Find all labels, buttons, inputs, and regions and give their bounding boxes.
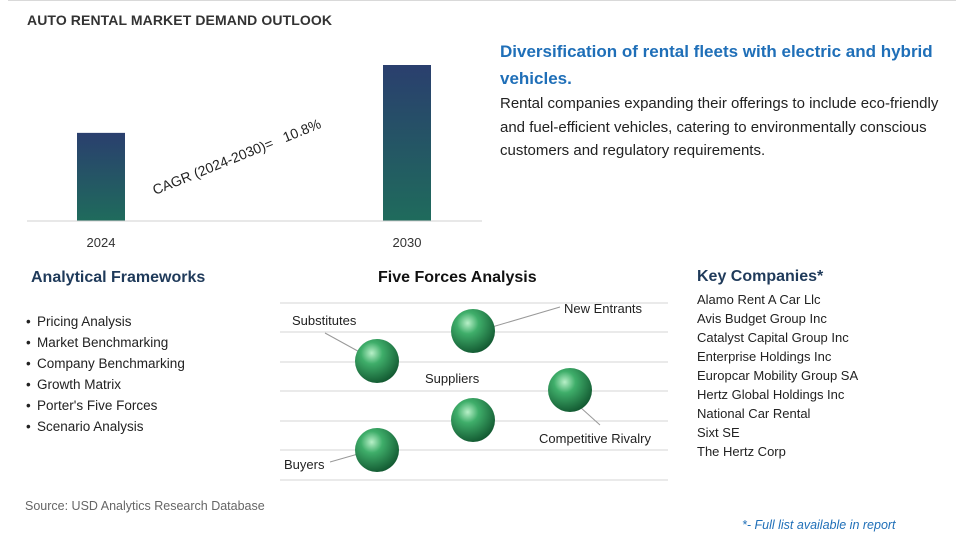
rivalry-leader-line [579, 406, 601, 426]
framework-item: • Pricing Analysis [26, 311, 185, 332]
chart-title: AUTO RENTAL MARKET DEMAND OUTLOOK [27, 12, 333, 28]
framework-item: • Company Benchmarking [26, 353, 185, 374]
bullet-icon: • [26, 335, 31, 350]
framework-item-label: Market Benchmarking [37, 335, 169, 350]
bullet-icon: • [26, 419, 31, 434]
competitive-rivalry-sphere [548, 368, 592, 412]
analytical-frameworks-heading: Analytical Frameworks [31, 269, 206, 286]
bar-chart: 2024 2030 CAGR (2024-2030)= 10.8% [27, 65, 482, 250]
new-entrants-label: New Entrants [564, 301, 643, 316]
analytical-frameworks-list: • Pricing Analysis • Market Benchmarking •… [26, 311, 185, 437]
company-item: National Car Rental [697, 406, 811, 421]
framework-item: • Market Benchmarking [26, 332, 185, 353]
framework-item: • Porter's Five Forces [26, 395, 185, 416]
company-item: Catalyst Capital Group Inc [697, 330, 849, 345]
trend-heading: Diversification of rental fleets with el… [500, 42, 933, 88]
buyers-label: Buyers [284, 457, 325, 472]
company-item: Alamo Rent A Car Llc [697, 292, 821, 307]
new-entrants-sphere [451, 309, 495, 353]
bar-2024 [77, 132, 125, 221]
key-companies-heading: Key Companies* [697, 268, 824, 285]
substitutes-sphere [355, 339, 399, 383]
company-item: The Hertz Corp [697, 444, 786, 459]
trend-description: Rental companies expanding their offerin… [500, 95, 939, 159]
company-item: Sixt SE [697, 425, 740, 440]
source-note: Source: USD Analytics Research Database [25, 499, 265, 513]
x-tick-label: 2024 [87, 235, 116, 250]
bar-2030 [383, 65, 431, 221]
substitutes-label: Substitutes [292, 313, 357, 328]
company-item: Enterprise Holdings Inc [697, 349, 832, 364]
top-divider [8, 0, 956, 1]
framework-item-label: Scenario Analysis [37, 419, 144, 434]
competitive-rivalry-label: Competitive Rivalry [539, 431, 651, 446]
new-entrants-leader-line [491, 306, 561, 328]
company-item: Hertz Global Holdings Inc [697, 387, 845, 402]
bullet-icon: • [26, 314, 31, 329]
framework-item: • Growth Matrix [26, 374, 185, 395]
bullet-icon: • [26, 356, 31, 371]
buyers-sphere [355, 428, 399, 472]
suppliers-label: Suppliers [425, 371, 480, 386]
framework-item-label: Porter's Five Forces [37, 398, 158, 413]
five-forces-heading: Five Forces Analysis [378, 269, 537, 286]
framework-item: • Scenario Analysis [26, 416, 185, 437]
x-tick-label: 2030 [393, 235, 422, 250]
framework-item-label: Growth Matrix [37, 377, 122, 392]
five-forces-diagram: Substitutes New Entrants Suppliers Compe… [280, 301, 668, 481]
cagr-annotation: CAGR (2024-2030)= 10.8% [150, 115, 323, 197]
framework-item-label: Pricing Analysis [37, 314, 132, 329]
key-companies-list: Alamo Rent A Car Llc Avis Budget Group I… [697, 290, 858, 461]
framework-item-label: Company Benchmarking [37, 356, 185, 371]
footnote: *- Full list available in report [742, 518, 896, 532]
suppliers-sphere [451, 398, 495, 442]
bullet-icon: • [26, 377, 31, 392]
bullet-icon: • [26, 398, 31, 413]
company-item: Europcar Mobility Group SA [697, 368, 859, 383]
company-item: Avis Budget Group Inc [697, 311, 827, 326]
